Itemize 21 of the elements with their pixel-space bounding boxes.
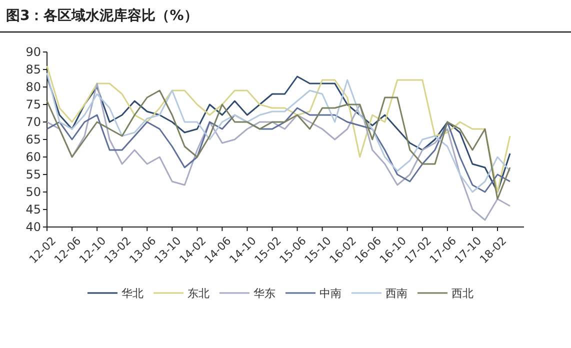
- legend-label: 西南: [386, 286, 408, 300]
- line-series: [46, 90, 511, 200]
- y-tick-label: 90: [26, 45, 41, 60]
- legend-label: 华北: [122, 286, 144, 300]
- y-tick-label: 55: [26, 168, 41, 182]
- y-tick-label: 70: [26, 115, 41, 130]
- y-tick-label: 60: [26, 150, 41, 164]
- y-tick-label: 65: [26, 132, 41, 147]
- legend-label: 东北: [188, 286, 210, 300]
- chart-title: 图3：各区域水泥库容比（%）: [6, 7, 198, 24]
- y-tick-label: 50: [26, 185, 41, 200]
- y-tick-label: 45: [26, 202, 41, 217]
- line-series: [46, 82, 511, 221]
- y-tick-label: 80: [26, 80, 41, 94]
- y-tick-label: 75: [26, 98, 41, 112]
- y-tick-label: 85: [26, 62, 41, 77]
- legend-label: 西北: [452, 286, 474, 300]
- legend-label: 华东: [254, 286, 276, 300]
- y-tick-label: 40: [26, 220, 41, 234]
- line-series: [46, 107, 511, 193]
- legend-label: 中南: [320, 286, 342, 300]
